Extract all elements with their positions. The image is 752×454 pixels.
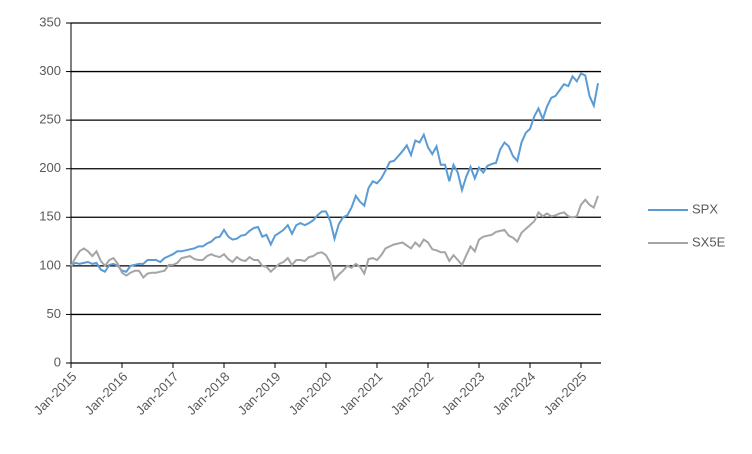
line-series [70, 72, 599, 273]
x-tick-label: Jan-2018 [184, 369, 233, 418]
x-tick-label: Jan-2021 [337, 369, 386, 418]
x-tick-label: Jan-2023 [439, 369, 488, 418]
x-tick-label: Jan-2017 [133, 369, 182, 418]
y-tick-label: 50 [47, 306, 61, 321]
x-tick-label: Jan-2020 [286, 369, 335, 418]
y-tick-label: 200 [39, 160, 61, 175]
legend-label: SX5E [692, 234, 726, 249]
x-tick-label: Jan-2016 [82, 369, 131, 418]
x-tick-label: Jan-2015 [31, 369, 80, 418]
x-tick-label: Jan-2024 [490, 369, 539, 418]
y-tick-label: 150 [39, 209, 61, 224]
line-series [70, 195, 599, 282]
x-tick-label: Jan-2022 [388, 369, 437, 418]
y-tick-label: 300 [39, 63, 61, 78]
y-tick-label: 0 [54, 354, 61, 369]
y-tick-label: 250 [39, 112, 61, 127]
x-tick-label: Jan-2019 [235, 369, 284, 418]
y-tick-label: 350 [39, 14, 61, 29]
x-tick-label: Jan-2025 [541, 369, 590, 418]
y-tick-label: 100 [39, 257, 61, 272]
legend-label: SPX [692, 201, 718, 216]
